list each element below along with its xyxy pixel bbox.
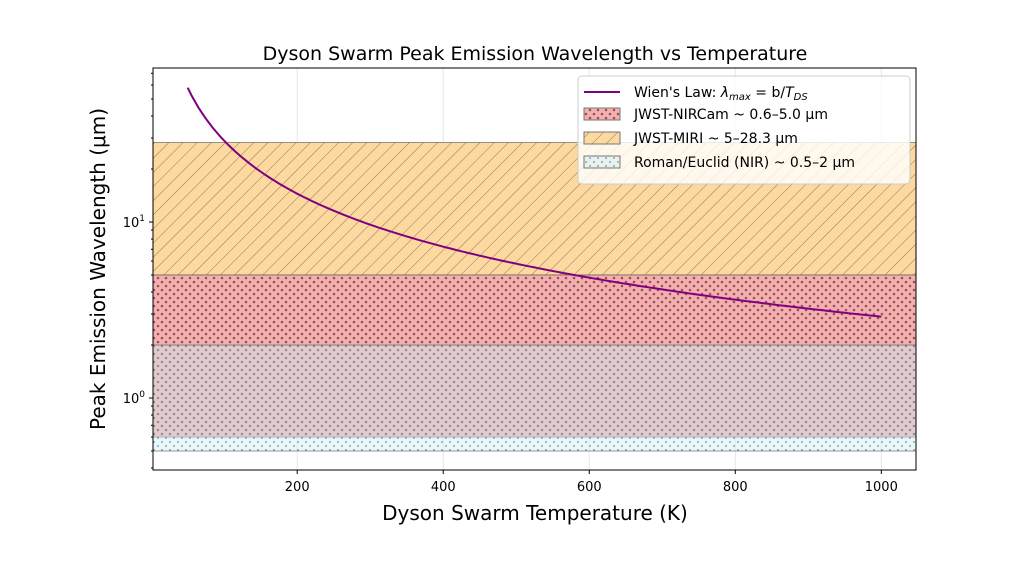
wien-law-line bbox=[186, 87, 882, 318]
x-tick-label: 800 bbox=[723, 480, 748, 495]
bands bbox=[153, 141, 916, 452]
legend-label-diagonal: JWST-MIRI ~ 5–28.3 μm bbox=[633, 131, 798, 147]
band-dots bbox=[153, 344, 916, 452]
y-axis-label: Peak Emission Wavelength (μm) bbox=[86, 108, 110, 430]
legend-swatch-dots bbox=[583, 155, 621, 169]
x-tick-label: 1000 bbox=[865, 480, 898, 495]
x-axis-label: Dyson Swarm Temperature (K) bbox=[382, 501, 688, 525]
legend-swatch-diagonal bbox=[583, 131, 621, 145]
x-tick-label: 200 bbox=[285, 480, 310, 495]
legend: Wien's Law: λmax = b/TDS JWST-NIRCam ~ 0… bbox=[577, 75, 911, 185]
legend-label-wien: Wien's Law: λmax = b/TDS bbox=[634, 85, 808, 103]
y-tick-label: 100 bbox=[123, 390, 146, 407]
legend-label-stars: JWST-NIRCam ~ 0.6–5.0 μm bbox=[633, 107, 828, 123]
legend-box bbox=[577, 75, 911, 185]
chart-title: Dyson Swarm Peak Emission Wavelength vs … bbox=[263, 43, 808, 65]
legend-swatch-stars bbox=[583, 107, 621, 121]
legend-label-dots: Roman/Euclid (NIR) ~ 0.5–2 μm bbox=[634, 155, 855, 171]
x-tick-label: 400 bbox=[431, 480, 456, 495]
y-tick-label: 101 bbox=[123, 214, 145, 231]
ticks: 200 400 600 800 1000 100 101 bbox=[123, 72, 898, 495]
x-tick-label: 600 bbox=[577, 480, 602, 495]
lines bbox=[186, 87, 882, 318]
plot-frame bbox=[152, 67, 917, 471]
